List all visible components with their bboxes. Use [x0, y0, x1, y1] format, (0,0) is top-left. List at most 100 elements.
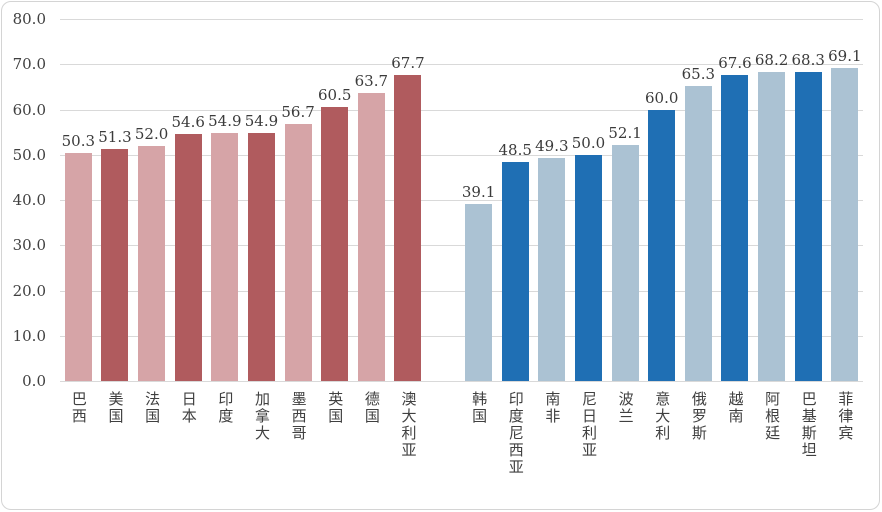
bar-value-label: 52.0 [134, 124, 169, 143]
category-label: 阿根廷 [763, 391, 782, 442]
bar: 60.0 [645, 89, 678, 381]
bar-value-label: 68.3 [791, 50, 825, 69]
bar-column: 52.0 法国 [133, 19, 170, 425]
bar-value-label: 68.2 [754, 51, 789, 70]
y-tick-label: 60.0 [12, 100, 46, 119]
bar-value-label: 54.9 [208, 111, 242, 130]
category-label: 尼日利亚 [579, 391, 598, 459]
category-label: 波兰 [616, 391, 635, 425]
y-tick-label: 80.0 [12, 10, 46, 28]
bar-area: 56.7 [280, 19, 317, 381]
gridlines [60, 19, 863, 382]
gridline [60, 109, 863, 111]
bar-value-label: 50.3 [61, 132, 96, 151]
bar-column: 50.3 巴西 [60, 19, 97, 425]
gridline [60, 154, 863, 156]
bar-area: 63.7 [353, 19, 390, 381]
bar-area: 50.3 [60, 19, 97, 381]
gridline [60, 335, 863, 337]
bar-column: 56.7 墨西哥 [280, 19, 317, 442]
bar-area: 69.1 [827, 19, 864, 381]
bar: 60.5 [318, 86, 351, 381]
category-label: 俄罗斯 [689, 391, 708, 442]
bar: 68.3 [791, 51, 825, 381]
bar-value-label: 50.0 [571, 133, 606, 152]
bar: 39.1 [462, 183, 495, 381]
bar: 56.7 [281, 103, 315, 381]
bar: 54.9 [245, 112, 278, 381]
bar-column: 67.6 越南 [717, 19, 754, 425]
bar: 68.2 [755, 51, 788, 381]
bar-area: 49.3 [534, 19, 571, 381]
columns: 50.3 巴西 51.3 美国 52.0 法国 54.6 日本 54.9 印度 54.9 加拿大 56.… [60, 19, 863, 476]
bar-column: 67.7 澳大利亚 [390, 19, 427, 459]
bar-value-label: 39.1 [461, 183, 496, 202]
category-label: 菲律宾 [836, 391, 855, 442]
bar-column: 60.5 英国 [316, 19, 353, 425]
category-label: 印度尼西亚 [506, 391, 525, 476]
bar-value-label: 48.5 [498, 140, 532, 159]
bar-column: 49.3 南非 [534, 19, 571, 425]
bar-value-label: 49.3 [535, 136, 569, 155]
bar-column: 48.5 印度尼西亚 [497, 19, 534, 476]
bar: 54.6 [171, 113, 205, 381]
bar-column: 69.1 菲律宾 [827, 19, 864, 442]
bar-column: 51.3 美国 [97, 19, 134, 425]
y-tick-label: 30.0 [12, 236, 46, 255]
bar: 69.1 [828, 47, 862, 381]
category-label: 德国 [362, 391, 381, 425]
bar-value-label: 51.3 [98, 127, 132, 146]
bar-column: 65.3 俄罗斯 [680, 19, 717, 442]
bar-value-label: 63.7 [354, 71, 389, 90]
bar: 48.5 [498, 141, 532, 381]
bar: 67.7 [391, 54, 425, 381]
bar-value-label: 56.7 [281, 103, 315, 122]
bar: 52.0 [135, 125, 168, 381]
bar-area: 54.9 [207, 19, 244, 381]
y-tick-label: 10.0 [12, 326, 46, 345]
bar-area: 68.2 [753, 19, 790, 381]
y-tick-label: 0.0 [22, 372, 46, 390]
bar-value-label: 65.3 [681, 64, 716, 83]
category-label: 越南 [726, 391, 745, 425]
gridline [60, 290, 863, 292]
bar-value-label: 69.1 [828, 47, 862, 66]
bar-area: 48.5 [497, 19, 534, 381]
y-tick-label: 20.0 [12, 281, 46, 300]
bar-column: 50.0 尼日利亚 [570, 19, 607, 459]
bar-area: 50.0 [570, 19, 607, 381]
bar-value-label: 60.0 [644, 88, 679, 107]
bar-area: 52.1 [607, 19, 644, 381]
bar-value-label: 54.9 [244, 111, 279, 130]
bar-column: 39.1 韩国 [460, 19, 497, 425]
category-label: 英国 [326, 391, 345, 425]
bar: 49.3 [535, 137, 569, 381]
bar: 65.3 [682, 65, 715, 381]
gridline [60, 200, 863, 201]
bar-area: 51.3 [97, 19, 134, 381]
bar-area: 67.7 [390, 19, 427, 381]
category-label: 澳大利亚 [399, 391, 418, 459]
bar-area: 60.5 [316, 19, 353, 381]
bar-column: 68.2 阿根廷 [753, 19, 790, 442]
category-label: 意大利 [653, 391, 672, 442]
bar-area: 54.9 [243, 19, 280, 381]
bar-value-label: 52.1 [608, 124, 642, 143]
bar-column: 63.7 德国 [353, 19, 390, 425]
bar-value-label: 67.6 [718, 54, 752, 73]
bar: 63.7 [355, 72, 388, 381]
bar-value-label: 54.6 [171, 112, 205, 131]
bar-column: 54.9 印度 [207, 19, 244, 425]
category-label: 墨西哥 [289, 391, 308, 442]
bar-value-label: 60.5 [317, 86, 352, 105]
bar-column: 54.9 加拿大 [243, 19, 280, 442]
bar-area: 67.6 [717, 19, 754, 381]
bar-column: 60.0 意大利 [643, 19, 680, 443]
bar-column: 52.1 波兰 [607, 19, 644, 425]
bar: 50.3 [62, 132, 95, 381]
bar-area: 52.0 [133, 19, 170, 381]
category-label: 日本 [179, 391, 198, 425]
bar: 52.1 [608, 124, 642, 381]
category-label: 印度 [216, 391, 235, 425]
